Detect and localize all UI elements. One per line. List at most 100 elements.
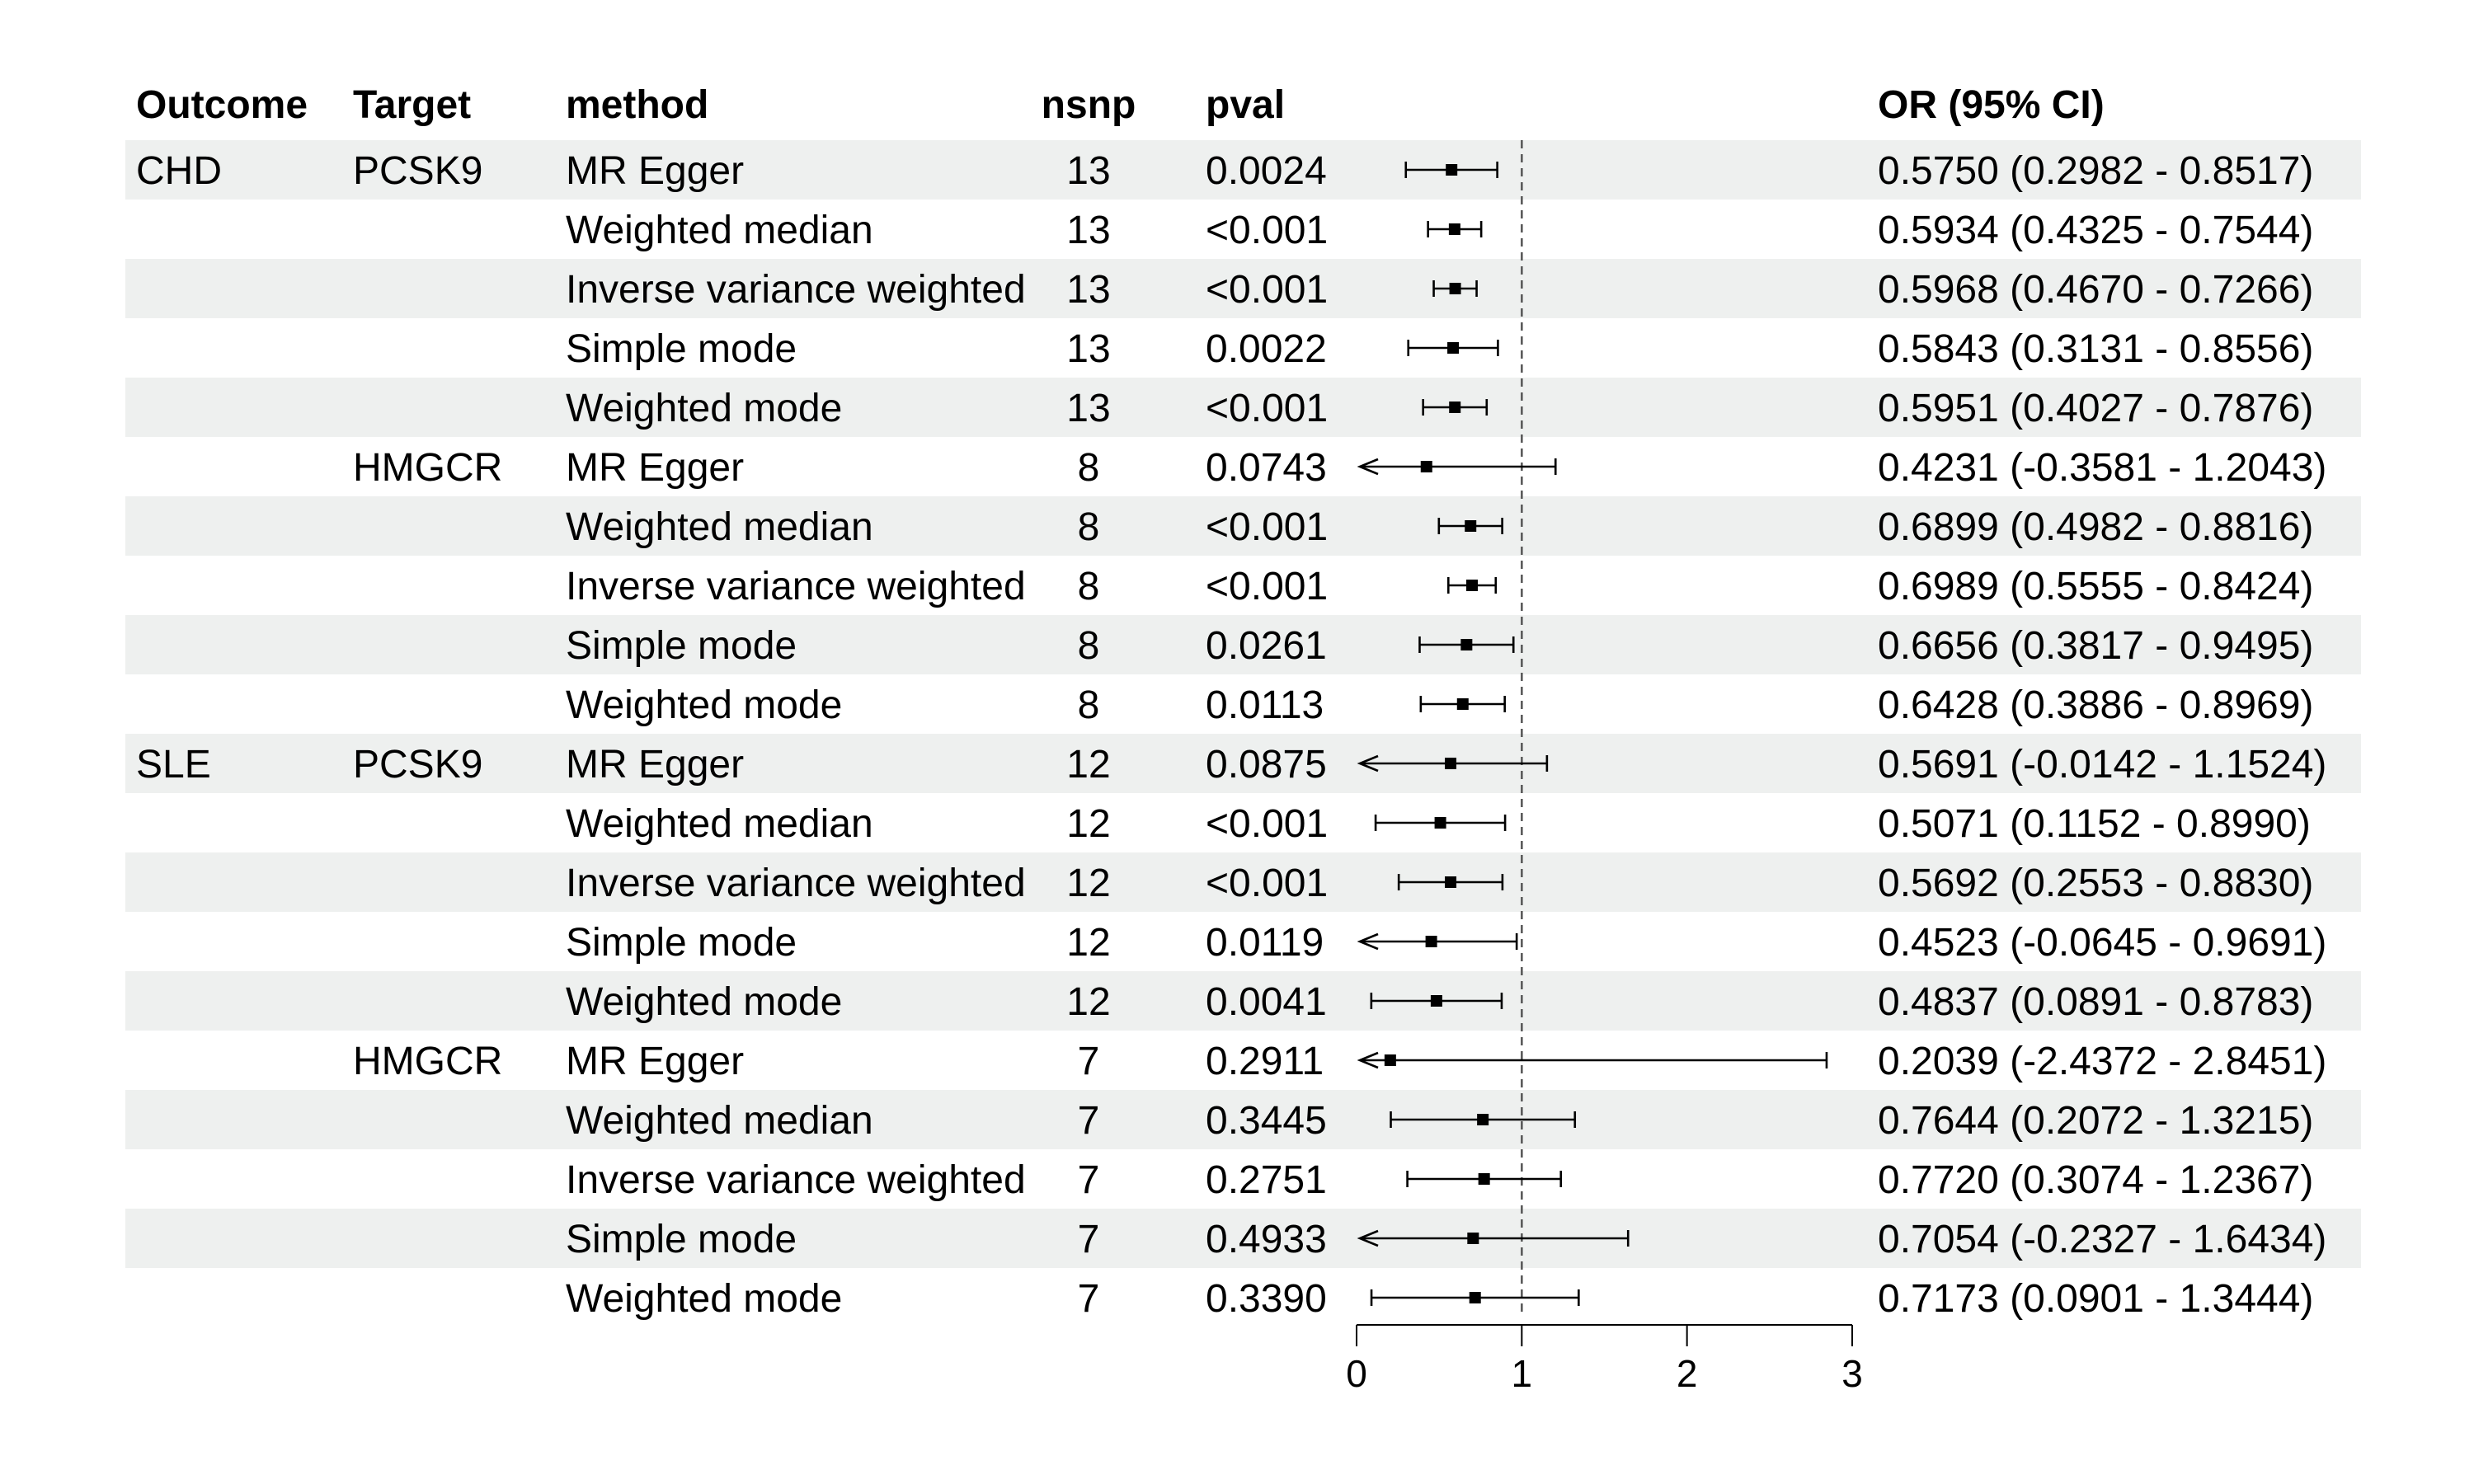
point-estimate <box>1478 1173 1490 1185</box>
cell-nsnp: 13 <box>1066 268 1110 312</box>
cell-pval: <0.001 <box>1206 565 1328 608</box>
cell-method: Inverse variance weighted <box>566 268 1026 312</box>
cell-or-ci: 0.7644 (0.2072 - 1.3215) <box>1878 1099 2313 1143</box>
header-method: method <box>566 83 708 127</box>
point-estimate <box>1447 342 1460 354</box>
point-estimate <box>1469 1292 1481 1303</box>
x-tick-label: 0 <box>1346 1352 1367 1395</box>
point-estimate <box>1430 995 1442 1007</box>
cell-pval: 0.0022 <box>1206 327 1327 371</box>
ci-arrow-left <box>1357 1229 1379 1247</box>
cell-outcome: SLE <box>136 743 211 787</box>
point-estimate <box>1449 283 1461 294</box>
table-cells: CHD PCSK9 MR Egger 13 0.0024 0.5750 (0.2982 -… <box>136 149 2326 1321</box>
cell-method: Weighted mode <box>566 387 842 430</box>
cell-or-ci: 0.5968 (0.4670 - 0.7266) <box>1878 268 2313 312</box>
cell-target: PCSK9 <box>353 743 482 787</box>
cell-nsnp: 13 <box>1066 149 1110 193</box>
row-stripe <box>125 378 2361 437</box>
point-estimate <box>1445 876 1457 888</box>
cell-or-ci: 0.7720 (0.3074 - 1.2367) <box>1878 1158 2313 1202</box>
point-estimate <box>1465 520 1477 532</box>
cell-method: Inverse variance weighted <box>566 1158 1026 1202</box>
cell-target: HMGCR <box>353 1040 502 1083</box>
cell-target: HMGCR <box>353 446 502 490</box>
cell-or-ci: 0.2039 (-2.4372 - 2.8451) <box>1878 1040 2326 1083</box>
cell-pval: 0.2751 <box>1206 1158 1327 1202</box>
row-stripe <box>125 259 2361 318</box>
cell-nsnp: 12 <box>1066 921 1110 965</box>
cell-nsnp: 12 <box>1066 980 1110 1024</box>
point-estimate <box>1456 698 1469 710</box>
cell-pval: <0.001 <box>1206 505 1328 549</box>
cell-nsnp: 7 <box>1078 1040 1100 1083</box>
cell-pval: 0.0119 <box>1206 921 1324 965</box>
x-tick-label: 1 <box>1512 1352 1533 1395</box>
cell-or-ci: 0.6656 (0.3817 - 0.9495) <box>1878 624 2313 668</box>
cell-method: MR Egger <box>566 149 744 193</box>
cell-or-ci: 0.5692 (0.2553 - 0.8830) <box>1878 862 2313 905</box>
header-target: Target <box>353 83 471 127</box>
point-estimate <box>1425 936 1437 947</box>
point-estimate <box>1434 817 1446 829</box>
cell-pval: 0.0875 <box>1206 743 1327 787</box>
cell-method: Weighted mode <box>566 980 842 1024</box>
cell-method: Weighted mode <box>566 1277 842 1321</box>
cell-pval: 0.0113 <box>1206 683 1324 727</box>
ci-arrow-left <box>1357 458 1379 476</box>
point-estimate <box>1449 402 1461 413</box>
cell-pval: 0.3390 <box>1206 1277 1327 1321</box>
point-estimate <box>1448 223 1460 235</box>
point-estimate <box>1477 1114 1489 1125</box>
cell-method: Simple mode <box>566 624 797 668</box>
cell-or-ci: 0.4837 (0.0891 - 0.8783) <box>1878 980 2313 1024</box>
row-stripe <box>125 496 2361 556</box>
row-stripe <box>125 1090 2361 1149</box>
point-estimate <box>1466 580 1479 591</box>
point-estimate <box>1446 164 1458 176</box>
ci-arrow-left <box>1357 932 1379 951</box>
x-tick-label: 2 <box>1677 1352 1698 1395</box>
point-estimate <box>1420 461 1432 472</box>
cell-method: MR Egger <box>566 1040 744 1083</box>
cell-pval: 0.0743 <box>1206 446 1327 490</box>
row-stripe <box>125 734 2361 793</box>
cell-or-ci: 0.6428 (0.3886 - 0.8969) <box>1878 683 2313 727</box>
cell-or-ci: 0.5934 (0.4325 - 0.7544) <box>1878 209 2313 252</box>
cell-method: Inverse variance weighted <box>566 565 1026 608</box>
cell-pval: 0.0041 <box>1206 980 1327 1024</box>
row-stripes <box>125 140 2361 1268</box>
cell-nsnp: 13 <box>1066 327 1110 371</box>
cell-pval: 0.0024 <box>1206 149 1327 193</box>
cell-or-ci: 0.5750 (0.2982 - 0.8517) <box>1878 149 2313 193</box>
cell-or-ci: 0.4523 (-0.0645 - 0.9691) <box>1878 921 2326 965</box>
row-stripe <box>125 1209 2361 1268</box>
cell-method: Simple mode <box>566 1218 797 1261</box>
row-stripe <box>125 615 2361 674</box>
cell-or-ci: 0.5691 (-0.0142 - 1.1524) <box>1878 743 2326 787</box>
cell-or-ci: 0.5071 (0.1152 - 0.8990) <box>1878 802 2311 846</box>
ci-arrow-left <box>1357 1051 1379 1069</box>
cell-outcome: CHD <box>136 149 222 193</box>
cell-method: Weighted mode <box>566 683 842 727</box>
cell-nsnp: 7 <box>1078 1099 1100 1143</box>
cell-pval: <0.001 <box>1206 802 1328 846</box>
cell-pval: <0.001 <box>1206 268 1328 312</box>
row-stripe <box>125 971 2361 1031</box>
cell-nsnp: 7 <box>1078 1277 1100 1321</box>
cell-pval: <0.001 <box>1206 862 1328 905</box>
cell-nsnp: 8 <box>1078 565 1100 608</box>
cell-nsnp: 7 <box>1078 1218 1100 1261</box>
point-estimate <box>1445 758 1457 769</box>
cell-or-ci: 0.4231 (-0.3581 - 1.2043) <box>1878 446 2326 490</box>
header-outcome: Outcome <box>136 83 308 127</box>
header-nsnp: nsnp <box>1042 83 1136 127</box>
cell-or-ci: 0.5951 (0.4027 - 0.7876) <box>1878 387 2313 430</box>
cell-nsnp: 13 <box>1066 387 1110 430</box>
cell-pval: 0.2911 <box>1206 1040 1324 1083</box>
cell-target: PCSK9 <box>353 149 482 193</box>
cell-pval: 0.3445 <box>1206 1099 1327 1143</box>
cell-nsnp: 12 <box>1066 743 1110 787</box>
cell-method: Weighted median <box>566 802 873 846</box>
cell-method: MR Egger <box>566 446 744 490</box>
